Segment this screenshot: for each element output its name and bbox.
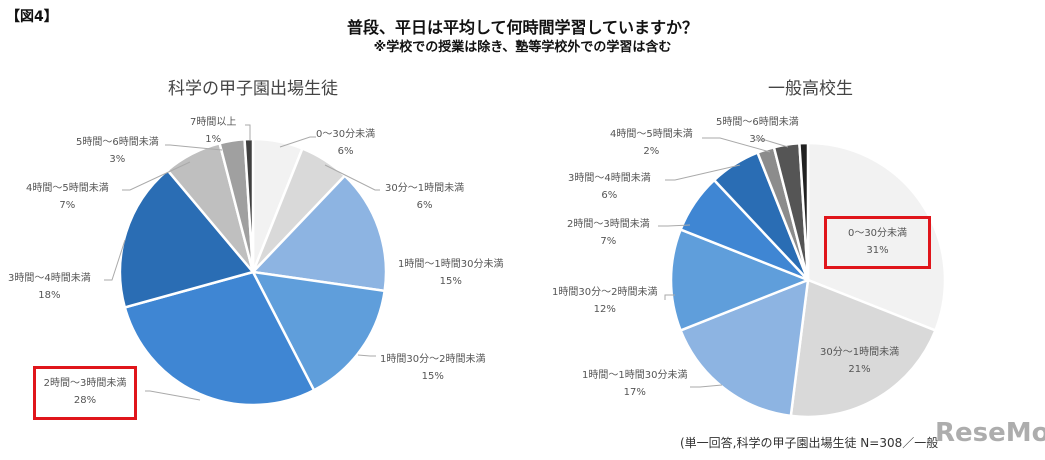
left-label-8: 7時間以上 1% <box>190 117 237 145</box>
left-label-7: 5時間～6時間未満 3% <box>76 137 159 165</box>
left-pie-slice-4 <box>123 270 316 407</box>
chart-title: 普段、平日は平均して何時間学習していますか？ <box>346 18 699 37</box>
left-pie-slice-5 <box>118 168 256 309</box>
figure-label: 【図4】 <box>6 9 58 25</box>
left-label-6: 4時間～5時間未満 7% <box>26 183 109 211</box>
right-label-2: 1時間～1時間30分未満 17% <box>582 370 688 398</box>
right-pie <box>669 141 947 419</box>
left-label-0: 0～30分未満 6% <box>316 129 376 157</box>
footnote: (単一回答,科学の甲子園出場生徒 N=308／一般 <box>680 436 939 450</box>
right-label-1: 30分～1時間未満 21% <box>820 347 900 375</box>
leader-lines <box>104 124 789 401</box>
left-pie-slice-2 <box>250 173 388 293</box>
left-label-3: 1時間30分～2時間未満 15% <box>380 354 486 382</box>
right-pie-slice-0 <box>806 141 947 333</box>
right-label-5: 3時間～4時間未満 6% <box>568 173 651 201</box>
right-label-6: 4時間～5時間未満 2% <box>610 129 693 157</box>
right-label-3: 1時間30分～2時間未満 12% <box>552 287 658 315</box>
left-label-5: 3時間～4時間未満 18% <box>8 273 91 301</box>
left-label-4-highlighted: 2時間～3時間未満 28% <box>33 366 137 420</box>
right-pie-title: 一般高校生 <box>768 79 853 99</box>
right-pie-slice-2 <box>678 278 810 418</box>
right-label-0-highlighted: 0～30分未満 31% <box>824 216 931 269</box>
left-label-2: 1時間～1時間30分未満 15% <box>398 259 504 287</box>
right-pie-slice-8 <box>798 141 810 281</box>
right-pie-slice-1 <box>789 278 938 419</box>
right-label-4: 2時間～3時間未満 7% <box>567 219 650 247</box>
right-pie-slice-3 <box>669 227 812 333</box>
left-pie-title: 科学の甲子園出場生徒 <box>168 79 338 99</box>
right-label-7: 5時間～6時間未満 3% <box>716 117 799 145</box>
chart-subtitle: ※学校での授業は除き、塾等学校外での学習は含む <box>373 40 672 55</box>
left-pie <box>118 137 388 407</box>
watermark-logo: ReseMom <box>935 418 1045 448</box>
left-pie-slice-3 <box>250 270 387 392</box>
left-pie-slice-8 <box>243 137 255 273</box>
left-label-1: 30分～1時間未満 6% <box>385 183 465 211</box>
